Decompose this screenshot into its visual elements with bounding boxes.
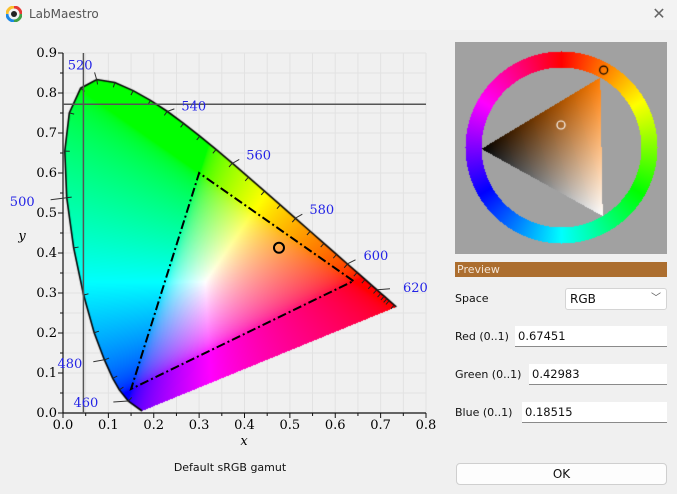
locus-tick [127,397,133,402]
close-button[interactable]: ✕ [649,4,669,24]
y-tick-label: 0.7 [36,126,57,141]
locus-tick [163,110,168,116]
locus-tick [119,386,124,391]
x-tick-label: 0.6 [325,418,346,433]
x-tick-label: 0.3 [189,418,210,433]
wavelength-tick [376,288,391,291]
locus-tick [385,300,390,305]
locus-tick [367,284,372,290]
wavelength-tick [94,72,98,80]
app-logo-icon [6,6,22,22]
y-tick-label: 0.4 [36,246,57,261]
y-tick-label: 0.1 [36,366,57,381]
locus-tick [361,279,366,284]
green-input[interactable] [529,364,667,385]
locus-tick [380,295,385,301]
blue-label: Blue (0..1) [455,406,513,419]
space-value: RGB [570,292,596,306]
locus-tick [180,122,185,128]
wavelength-label: 580 [309,203,334,218]
green-label: Green (0..1) [455,368,522,381]
locus-tick [112,82,116,88]
x-tick-label: 0.2 [143,418,164,433]
y-tick-label: 0.8 [36,86,57,101]
locus-tick [228,162,233,168]
locus-tick [69,112,75,115]
locus-tick [306,230,311,236]
locus-tick [212,149,217,154]
wavelength-tick [93,359,105,363]
locus-tick [96,79,99,85]
ok-button[interactable]: OK [456,463,667,485]
y-tick-label: 0.3 [36,286,57,301]
wavelength-label: 600 [364,249,389,264]
locus-tick [244,176,249,182]
space-label: Space [455,292,489,305]
wavelength-label: 460 [74,396,99,411]
y-tick-label: 0.2 [36,326,57,341]
locus-tick [83,293,89,296]
x-tick-label: 0.0 [53,418,74,433]
locus-tick [373,289,378,294]
blue-input[interactable] [522,402,667,423]
wavelength-tick [347,259,356,265]
color-wheel[interactable] [455,42,667,254]
locus-tick [276,204,281,210]
y-tick-label: 0.6 [36,166,57,181]
locus-tick [196,135,201,141]
locus-tick [104,357,110,361]
title-bar: LabMaestro ✕ [0,0,677,30]
chart-overlay: 0.0 0.1 0.2 0.3 0.4 0.5 0.6 0.7 0.8 0.0 0.1 0.2 0.3 0… [10,46,437,449]
locus-tick [353,272,358,277]
y-tick-label: 0.9 [36,46,57,61]
window-title: LabMaestro [29,7,99,21]
preview-label: Preview [457,263,500,276]
locus-tick [130,90,134,96]
wavelength-tick [295,213,303,219]
locus-tick [377,292,382,298]
wavelength-tick [113,400,129,403]
x-tick-label: 0.7 [370,418,391,433]
space-select[interactable]: RGB ﹀ [565,288,667,310]
locus-tick [320,242,325,248]
wavelength-tick [232,158,240,164]
locus-tick [390,304,395,310]
locus-tick [332,254,337,259]
red-label: Red (0..1) [455,330,509,343]
wavelength-label: 560 [246,148,271,163]
x-tick-label: 0.1 [98,418,119,433]
locus-tick [343,263,348,269]
locus-tick [94,330,100,334]
x-axis-label: x [240,434,248,449]
wavelength-label: 480 [57,357,82,372]
chart-caption: Default sRGB gamut [173,461,287,474]
wavelength-label: 500 [10,195,35,210]
wavelength-label: 520 [68,58,93,73]
x-tick-label: 0.8 [416,418,437,433]
chevron-down-icon: ﹀ [651,293,661,304]
y-axis-label: y [17,229,26,244]
locus-tick [73,246,79,249]
wavelength-label: 540 [181,99,206,114]
wavelength-tick [167,108,175,112]
srgb-gamut-triangle [129,171,356,391]
locus-tick [260,190,265,196]
selected-color-point [272,241,285,254]
spectral-locus-fill [0,30,450,494]
y-tick-label: 0.0 [36,406,57,421]
locus-tick [112,375,118,379]
locus-tick [383,298,388,303]
wavelength-tick [50,197,67,201]
red-input[interactable] [515,326,667,347]
wavelength-label: 620 [403,281,428,296]
close-icon: ✕ [652,4,666,23]
y-tick-label: 0.5 [36,206,57,221]
locus-tick [291,218,296,223]
x-tick-label: 0.4 [234,418,255,433]
preview-swatch: Preview [455,262,667,277]
x-tick-label: 0.5 [280,418,301,433]
